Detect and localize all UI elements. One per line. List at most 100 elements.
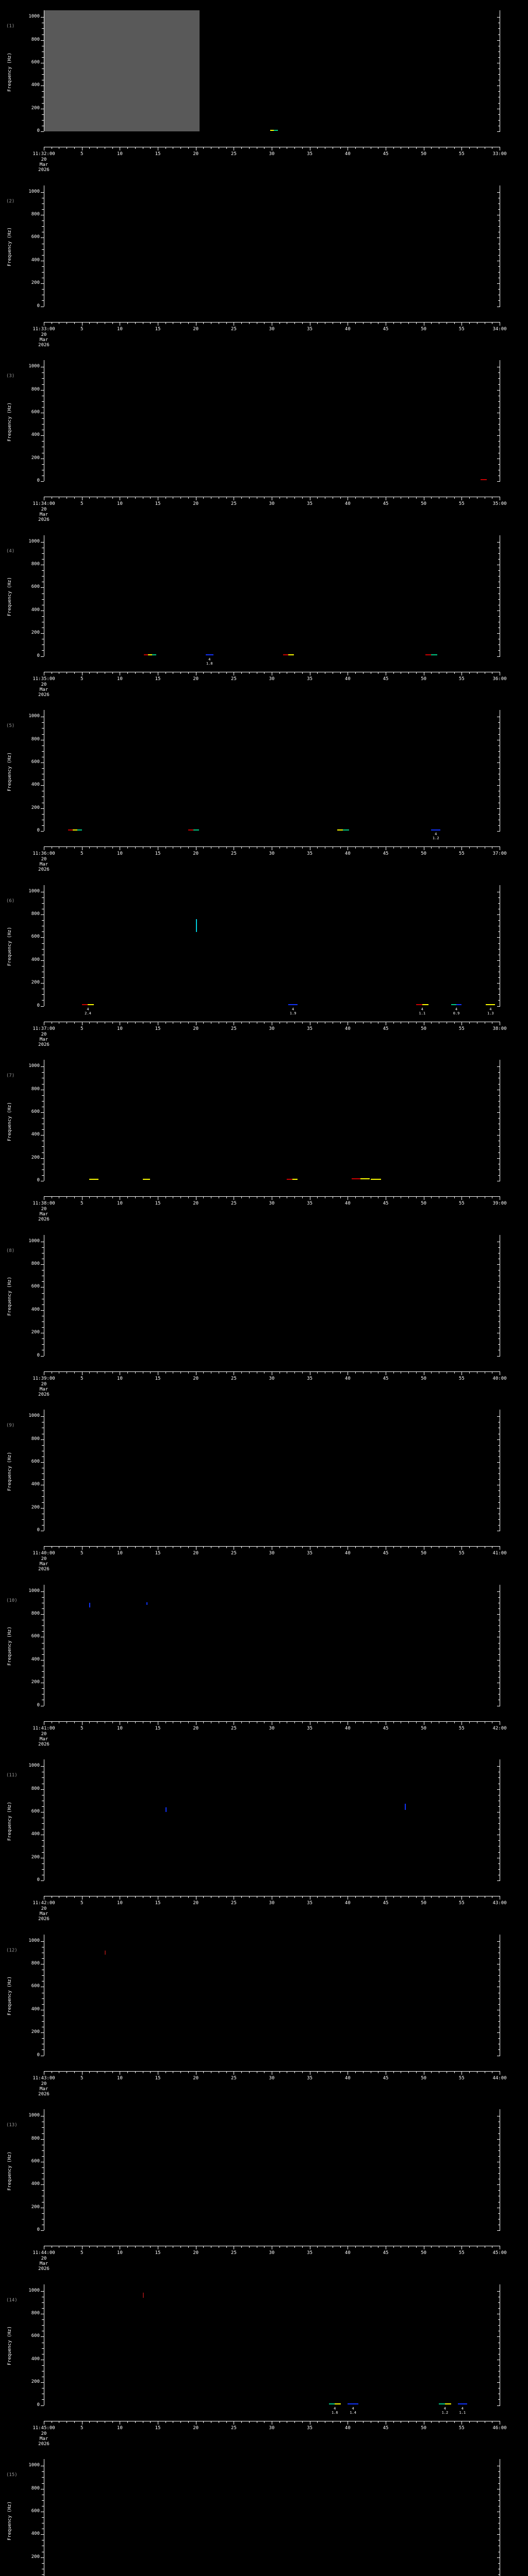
x-tick-label: 50 [421, 1026, 427, 1031]
y-tick-label: 400 [31, 2356, 40, 2362]
panel-index-label: (9) [6, 1423, 15, 1428]
x-axis-date-label: 20 Mar 2026 [38, 1207, 50, 1222]
x-tick-minor [226, 147, 227, 149]
detection-mark [444, 2403, 451, 2405]
y-tick-label: 200 [31, 2204, 40, 2210]
plot-area [44, 1934, 500, 2056]
x-tick-minor [454, 1371, 455, 1374]
y-tick-label: 600 [31, 234, 40, 240]
y-axis-title: Frequency (Hz) [7, 2501, 12, 2540]
x-tick-label: 50 [421, 326, 427, 332]
x-tick-minor [302, 2246, 303, 2248]
x-tick-label: 50 [421, 2425, 427, 2431]
x-tick-minor [112, 1546, 113, 1548]
y-tick-label: 800 [31, 37, 40, 42]
x-tick-minor [294, 671, 295, 674]
x-tick-minor [355, 2420, 356, 2423]
y-tick-minor-right [498, 1445, 500, 1446]
x-tick-minor [294, 1546, 295, 1548]
panel-index-label: (4) [6, 548, 15, 554]
x-tick-minor [241, 2246, 242, 2248]
x-tick-minor [416, 497, 417, 499]
y-tick-minor [42, 1321, 44, 1322]
x-tick-minor [112, 1371, 113, 1374]
y-tick-major-right [497, 435, 500, 436]
x-tick-minor [74, 1896, 75, 1898]
x-tick-label: 5 [80, 1201, 84, 1206]
x-tick-minor [226, 1371, 227, 1374]
y-tick-label: 0 [37, 2402, 40, 2408]
x-tick-label: 10 [117, 2250, 123, 2256]
x-tick-minor [431, 1371, 432, 1374]
y-tick-major [41, 1591, 44, 1592]
y-tick-minor-right [498, 1869, 500, 1870]
y-tick-major-right [497, 1066, 500, 1067]
x-tick-label: 5 [80, 2250, 84, 2256]
x-tick-major [461, 2420, 463, 2425]
y-tick-minor [42, 1823, 44, 1824]
x-tick-minor [226, 1546, 227, 1548]
y-tick-minor-right [498, 1456, 500, 1457]
y-tick-minor-right [498, 948, 500, 950]
x-tick-minor [469, 1546, 470, 1548]
x-tick-minor [340, 321, 341, 324]
x-tick-minor [249, 1021, 250, 1024]
y-tick-label: 600 [31, 2158, 40, 2164]
y-tick-minor-right [498, 209, 500, 210]
x-tick-minor [89, 671, 90, 674]
y-tick-minor [42, 745, 44, 746]
y-tick-label: 600 [31, 1459, 40, 1464]
x-tick-minor [264, 1546, 265, 1548]
x-tick-minor [135, 1021, 136, 1024]
x-tick-minor [431, 2246, 432, 2248]
y-tick-minor [42, 2319, 44, 2320]
detection-mark [439, 2403, 445, 2405]
x-tick-minor [150, 1196, 151, 1198]
detection-mark [270, 130, 274, 131]
x-tick-label: 40 [344, 326, 351, 332]
x-tick-minor [264, 321, 265, 324]
x-tick-minor [431, 321, 432, 324]
x-tick-minor [302, 147, 303, 149]
y-tick-label: 200 [31, 2379, 40, 2385]
x-tick-minor [150, 1021, 151, 1024]
x-tick-label: 45 [383, 326, 389, 332]
x-tick-label: 25 [230, 1376, 237, 1381]
y-tick-minor-right [498, 2574, 500, 2575]
y-tick-major [41, 960, 44, 961]
x-tick-minor [180, 2420, 182, 2423]
y-tick-label: 1000 [28, 538, 40, 544]
y-tick-major [41, 2139, 44, 2140]
y-tick-major [41, 831, 44, 832]
y-tick-minor-right [498, 1502, 500, 1503]
y-tick-minor-right [498, 1072, 500, 1073]
spectral-feature [142, 2293, 144, 2298]
x-tick-label: 50 [421, 851, 427, 856]
panel-2: 0 200 400 600 800 1000 Frequency (Hz) (2) 11:33:… [0, 185, 528, 358]
x-tick-minor [469, 2071, 470, 2073]
detection-mark [351, 1178, 361, 1180]
panel-index-label: (1) [6, 24, 15, 29]
x-tick-minor [362, 1196, 364, 1198]
y-tick-minor-right [498, 1175, 500, 1176]
x-tick-minor [150, 2246, 151, 2248]
x-tick-label: 15 [155, 151, 161, 157]
x-tick-minor [317, 147, 318, 149]
x-tick-label: 55 [458, 151, 465, 157]
x-tick-label: 15 [155, 2250, 161, 2256]
y-tick-minor [42, 1456, 44, 1457]
y-tick-minor [42, 114, 44, 115]
y-tick-minor [42, 559, 44, 560]
detection-mark [335, 2403, 341, 2405]
y-tick-minor-right [498, 1293, 500, 1294]
x-tick-minor [188, 321, 189, 324]
x-tick-label: 45 [383, 2250, 389, 2256]
x-tick-major [461, 1196, 463, 1200]
y-tick-label: 800 [31, 386, 40, 392]
x-tick-label: 40 [344, 2250, 351, 2256]
y-axis-title: Frequency (Hz) [7, 402, 12, 442]
detection-mark [142, 1179, 151, 1180]
y-tick-major-right [497, 1614, 500, 1615]
x-tick-minor [135, 671, 136, 674]
